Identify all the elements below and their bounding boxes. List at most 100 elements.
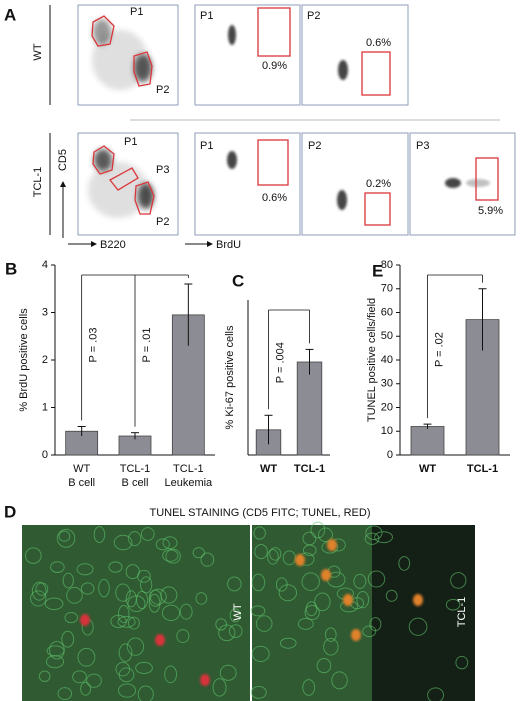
y-axis-label: % BrdU positive cells (18, 308, 30, 412)
cell (179, 603, 193, 620)
x-tick-label: Leukemia (164, 477, 213, 489)
cell (58, 530, 71, 542)
flow-plot: P1 0.9% (194, 4, 301, 106)
cell (255, 615, 273, 632)
cell (117, 615, 136, 628)
cell (86, 673, 102, 688)
cell (314, 592, 331, 612)
cell (316, 658, 332, 674)
cell (57, 687, 73, 701)
tunel-cell (200, 674, 210, 686)
row-label: TCL-1 (32, 167, 44, 198)
tunel-cell (155, 634, 165, 646)
tunel-cell (343, 594, 353, 606)
cell (364, 532, 380, 545)
bar (410, 426, 445, 456)
cell (165, 548, 181, 564)
cell (61, 630, 75, 648)
image-label: WT (232, 603, 244, 620)
cell (253, 526, 266, 540)
cell (126, 637, 145, 656)
y-axis-label: % Ki-67 positive cells (224, 325, 236, 429)
cell (30, 590, 47, 607)
cell (212, 678, 227, 697)
flow-plot: P2 0.2% (301, 132, 409, 236)
panel-letter: E (372, 261, 383, 280)
cell (304, 604, 320, 621)
cell (374, 531, 394, 544)
bar (296, 361, 323, 456)
cell (251, 573, 266, 592)
micrograph-title: TUNEL STAINING (CD5 FITC; TUNEL, RED) (149, 507, 370, 519)
cell (250, 685, 267, 699)
gate-percent: 5.9% (478, 205, 503, 217)
gate-percent: 0.2% (366, 178, 391, 190)
cell (110, 614, 127, 628)
panel-letter: A (4, 5, 16, 24)
cell (44, 597, 64, 610)
p-value: P = .03 (88, 328, 100, 363)
cell (455, 655, 469, 670)
image-label: TCL-1 (456, 597, 468, 628)
cell (108, 561, 123, 573)
cell (323, 638, 339, 656)
cell (305, 601, 318, 617)
cell (229, 608, 241, 623)
cell (302, 679, 316, 696)
cell (176, 629, 190, 644)
cell (269, 547, 282, 561)
cell (218, 624, 236, 642)
cell (445, 598, 461, 611)
cell (200, 552, 215, 567)
cell (56, 528, 76, 548)
plot-title: P3 (416, 140, 429, 152)
cell (155, 538, 170, 551)
cell (31, 581, 47, 601)
cell (356, 591, 370, 609)
flow-plot: P1 0.6% (194, 132, 301, 236)
x-tick-label: TCL-1 (120, 463, 151, 475)
cell (267, 548, 279, 565)
y-tick-label: 30 (381, 378, 393, 390)
cell (49, 640, 65, 660)
x-tick-label: B cell (68, 477, 95, 489)
x-tick-label: WT (73, 463, 90, 475)
flow-plot: P3 5.9% (409, 132, 516, 236)
axis-label: B220 (100, 239, 126, 251)
cell (118, 643, 133, 662)
cell (137, 569, 151, 583)
cell (408, 617, 428, 636)
flow-plot: P1 P3 P2 (77, 132, 179, 236)
cell (192, 547, 205, 559)
cell (136, 590, 149, 610)
cell (297, 617, 314, 630)
y-tick-label: 10 (381, 425, 393, 437)
cell (302, 544, 317, 556)
cell (127, 595, 146, 613)
cell (66, 586, 83, 604)
cell (62, 572, 74, 589)
cell (72, 670, 87, 684)
cell (195, 592, 208, 605)
cell (118, 667, 135, 683)
cell (115, 661, 131, 677)
cell (318, 527, 333, 543)
tunel-cell (351, 629, 361, 641)
cell (385, 589, 398, 602)
cell (250, 605, 266, 617)
axis-label: BrdU (216, 239, 241, 251)
gate-percent: 0.9% (262, 60, 287, 72)
y-tick-label: 0 (387, 449, 393, 461)
cell (275, 577, 288, 592)
tunel-cell (327, 539, 337, 551)
cell (279, 637, 297, 649)
x-tick-label: B cell (122, 477, 149, 489)
cell (149, 588, 167, 605)
cell (148, 593, 161, 613)
y-tick-label: 70 (381, 283, 393, 295)
cell (331, 671, 348, 690)
gate-label: P3 (156, 164, 169, 176)
cell (77, 647, 96, 667)
cell (251, 645, 270, 663)
